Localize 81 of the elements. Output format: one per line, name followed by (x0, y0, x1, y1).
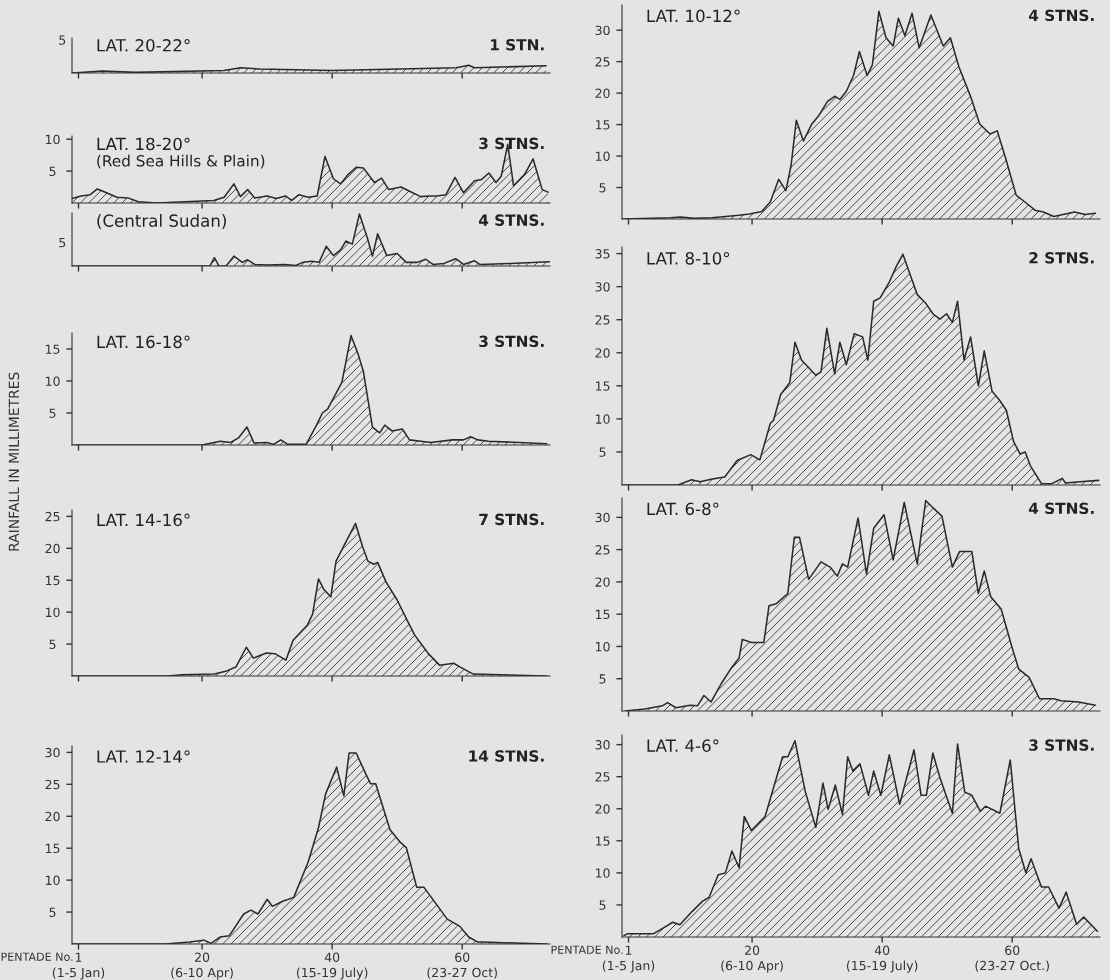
y-tick-label: 5 (599, 674, 606, 684)
y-tick-label: 5 (49, 639, 56, 649)
chart-title: LAT. 16-18° (97, 335, 190, 349)
annotation: 3 STNS. (1029, 739, 1094, 751)
y-tick-label: 10 (595, 641, 610, 652)
y-tick-label: 25 (595, 315, 610, 325)
y-tick-label: 5 (49, 408, 56, 418)
y-axis-title: RAINFALL IN MILLIMETRES (8, 372, 20, 551)
y-tick-label: 25 (595, 57, 610, 67)
y-tick-label: 30 (45, 747, 60, 758)
y-tick-label: 10 (595, 868, 610, 878)
y-tick-label: 20 (595, 577, 610, 587)
annotation: 7 STNS. (479, 513, 544, 526)
y-tick-label: 30 (595, 740, 610, 750)
y-tick-label: 30 (595, 512, 610, 523)
y-tick-label: 25 (45, 511, 60, 522)
annotation: 3 STNS. (479, 335, 544, 348)
chart-title: LAT. 14-16° (97, 513, 190, 527)
y-tick-label: 15 (45, 843, 60, 854)
annotation: 2 STNS. (1029, 252, 1094, 264)
chart-title: LAT. 20-22° (97, 38, 190, 52)
text: (6-10 Apr) (721, 960, 783, 973)
x-tick-label: 1 (75, 952, 82, 962)
x-tick-label: 40 (874, 945, 890, 956)
text: (1-5 Jan) (602, 960, 655, 973)
y-tick-label: 25 (595, 545, 610, 555)
y-tick-label: 10 (595, 151, 610, 161)
y-tick-label: 5 (49, 166, 56, 177)
x-tick-label: 60 (1005, 945, 1020, 956)
y-tick-label: 10 (595, 414, 610, 424)
chart-title: LAT. 18-20° (97, 137, 190, 151)
text: (15-19 July) (846, 960, 918, 973)
y-tick-label: 20 (595, 348, 610, 358)
y-tick-label: 15 (595, 381, 610, 391)
chart-title: LAT. 6-8° (647, 502, 719, 516)
annotation: 14 STNS. (469, 750, 544, 762)
y-tick-label: 30 (595, 25, 610, 36)
y-tick-label: 10 (45, 607, 60, 618)
chart-title: LAT. 12-14° (97, 750, 190, 763)
y-tick-label: 15 (595, 120, 610, 130)
y-tick-label: 20 (45, 811, 60, 822)
y-tick-label: 35 (595, 249, 610, 259)
x-tick-label: 60 (455, 952, 470, 963)
chart-title: LAT. 4-6° (647, 739, 719, 752)
y-tick-label: 20 (595, 88, 610, 99)
y-tick-label: 15 (595, 836, 610, 846)
text: (15-19 July) (296, 967, 368, 980)
y-tick-label: 15 (45, 575, 60, 586)
y-tick-label: 15 (45, 344, 60, 354)
y-tick-label: 25 (595, 772, 610, 782)
y-tick-label: 10 (45, 376, 60, 386)
chart-title: (Central Sudan) (97, 214, 226, 229)
x-axis-title: PENTADE No. (1, 952, 73, 961)
y-tick-label: 20 (45, 543, 60, 554)
y-tick-label: 25 (45, 779, 60, 790)
annotation: 4 STNS. (1028, 9, 1094, 22)
y-tick-label: 5 (599, 900, 606, 910)
annotation: 4 STNS. (1028, 502, 1094, 515)
y-tick-label: 15 (595, 609, 610, 620)
y-tick-label: 30 (595, 282, 610, 292)
x-tick-label: 20 (745, 945, 760, 956)
x-tick-label: 20 (195, 952, 210, 963)
y-tick-label: 5 (49, 907, 56, 917)
y-tick-label: 5 (599, 447, 606, 457)
annotation: 3 STNS. (479, 137, 544, 150)
text: (23-27 Oct.) (975, 960, 1049, 972)
x-axis-title: PENTADE No. (551, 945, 623, 954)
annotation: 4 STNS. (478, 214, 544, 226)
y-tick-label: 5 (599, 183, 606, 193)
text: (23-27 Oct) (427, 967, 497, 979)
text: (1-5 Jan) (52, 967, 105, 980)
chart-title: LAT. 8-10° (647, 252, 730, 265)
x-tick-label: 1 (625, 945, 632, 955)
x-tick-label: 40 (324, 952, 340, 963)
y-tick-label: 10 (45, 875, 60, 886)
y-tick-label: 10 (45, 134, 60, 145)
text: 1 STN. (490, 38, 544, 51)
y-tick-label: 20 (595, 804, 610, 814)
text: (6-10 Apr) (171, 967, 233, 980)
chart-title: LAT. 10-12° (647, 9, 740, 23)
text: (Red Sea Hills & Plain) (97, 154, 265, 169)
